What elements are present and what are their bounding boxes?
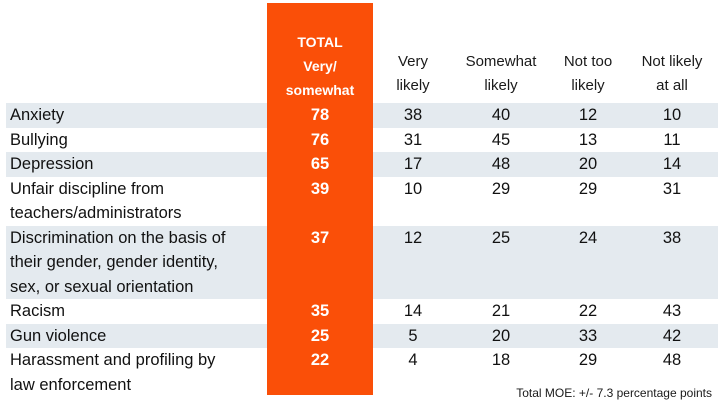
not-too-likely-value: 29 xyxy=(578,351,598,369)
row-label: Depression xyxy=(10,155,94,173)
very-likely-value: 5 xyxy=(408,326,418,345)
very-likely-value: 4 xyxy=(408,351,418,369)
not-likely-at-all-value: 11 xyxy=(663,130,681,149)
header-total-line1: TOTAL xyxy=(297,34,343,50)
total-value: 22 xyxy=(310,351,330,369)
somewhat-likely-value: 21 xyxy=(491,302,511,320)
very-likely-value: 31 xyxy=(403,130,423,149)
somewhat-likely-value: 45 xyxy=(491,130,511,149)
somewhat-likely-value: 48 xyxy=(491,155,511,173)
not-too-likely-value: 33 xyxy=(578,326,598,345)
row-label: Harassment and profiling by xyxy=(10,351,216,369)
very-likely-value: 38 xyxy=(403,106,423,124)
total-column-highlight xyxy=(267,3,373,395)
not-too-likely-value: 13 xyxy=(578,130,598,149)
header-not-likely-at-all-line2: at all xyxy=(656,77,688,94)
not-likely-at-all-value: 31 xyxy=(662,179,682,198)
total-value: 78 xyxy=(310,106,330,124)
not-likely-at-all-value: 48 xyxy=(662,351,682,369)
row-label: Gun violence xyxy=(10,326,107,345)
very-likely-value: 14 xyxy=(403,302,423,320)
somewhat-likely-value: 25 xyxy=(491,228,511,247)
not-too-likely-value: 20 xyxy=(578,155,598,173)
row-label: Unfair discipline from xyxy=(10,179,165,198)
total-value: 65 xyxy=(310,155,330,173)
somewhat-likely-value: 20 xyxy=(491,326,511,345)
somewhat-likely-value: 29 xyxy=(491,179,511,198)
not-likely-at-all-value: 42 xyxy=(662,326,682,345)
row-label: Bullying xyxy=(10,130,68,149)
header-somewhat-likely-line1: Somewhat xyxy=(465,53,537,70)
not-too-likely-value: 12 xyxy=(578,106,598,124)
header-very-likely-line2: likely xyxy=(396,77,430,94)
not-likely-at-all-value: 43 xyxy=(662,302,682,320)
somewhat-likely-value: 40 xyxy=(491,106,511,124)
header-not-too-likely-line1: Not too xyxy=(563,53,613,70)
row-label: Anxiety xyxy=(10,106,65,124)
total-value: 39 xyxy=(310,179,330,198)
total-value: 76 xyxy=(310,130,330,149)
not-likely-at-all-value: 38 xyxy=(662,228,682,247)
header-not-too-likely-line2: likely xyxy=(571,77,605,94)
not-too-likely-value: 22 xyxy=(578,302,598,320)
very-likely-value: 10 xyxy=(403,179,423,198)
header-total-line3: somewhat xyxy=(285,82,355,98)
header-total-line2: Very/ xyxy=(303,58,337,74)
header-somewhat-likely-line2: likely xyxy=(484,77,518,94)
total-value: 35 xyxy=(310,302,330,320)
somewhat-likely-value: 18 xyxy=(491,351,511,369)
row-label: Racism xyxy=(10,302,66,320)
row-label: Discrimination on the basis of xyxy=(10,228,226,247)
row-label: sex, or sexual orientation xyxy=(10,277,194,296)
row-label: teachers/administrators xyxy=(10,204,182,222)
very-likely-value: 17 xyxy=(403,155,423,173)
row-label: law enforcement xyxy=(10,375,132,394)
not-likely-at-all-value: 14 xyxy=(662,155,682,173)
not-too-likely-value: 29 xyxy=(578,179,598,198)
total-value: 25 xyxy=(310,326,330,345)
not-too-likely-value: 24 xyxy=(578,228,598,247)
header-not-likely-at-all-line1: Not likely xyxy=(641,53,703,70)
very-likely-value: 12 xyxy=(403,228,423,247)
header-very-likely-line1: Very xyxy=(397,53,428,70)
row-label: their gender, gender identity, xyxy=(10,253,218,271)
moe-note: Total MOE: +/- 7.3 percentage points xyxy=(516,386,712,400)
total-value: 37 xyxy=(310,228,330,247)
not-likely-at-all-value: 10 xyxy=(662,106,682,124)
